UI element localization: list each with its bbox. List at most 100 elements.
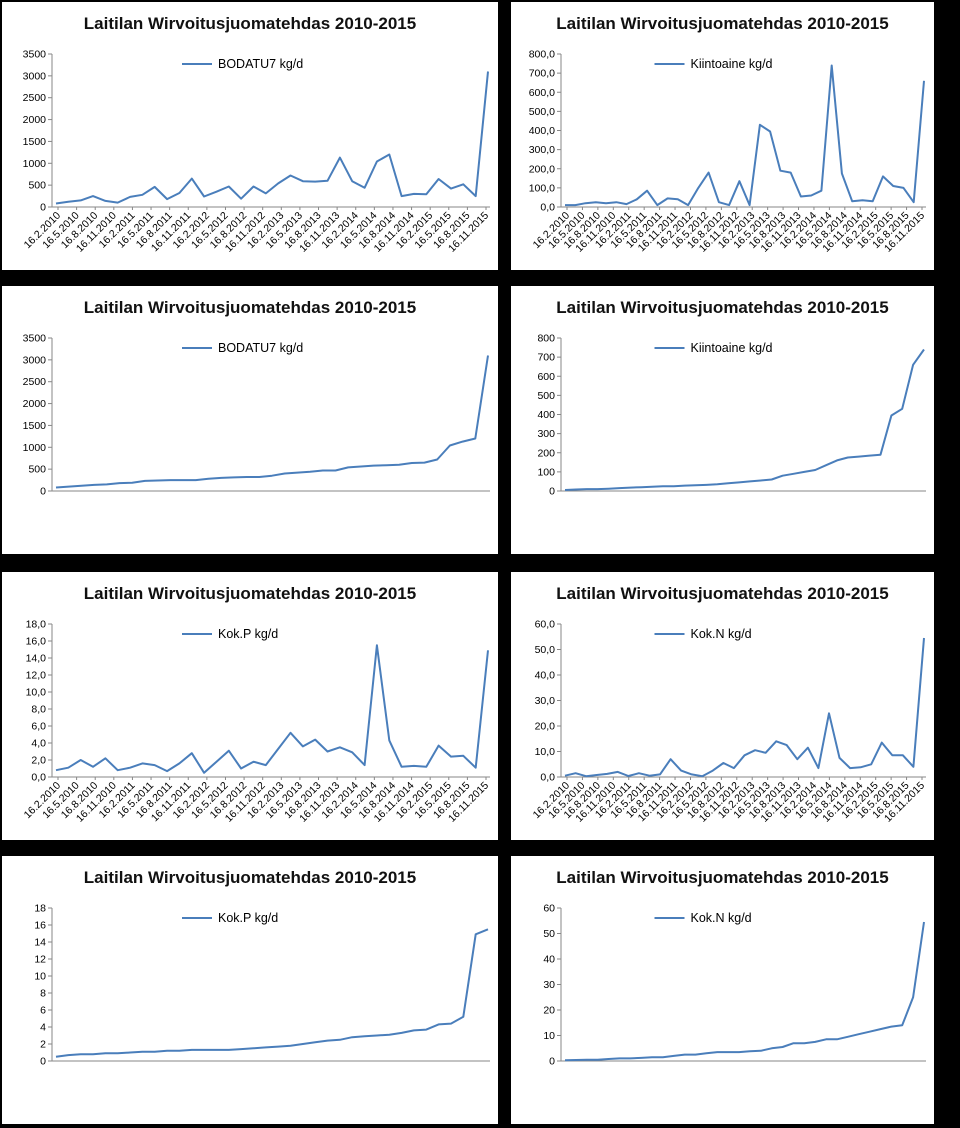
chart-title: Laitilan Wirvoitusjuomatehdas 2010-2015 (84, 584, 416, 603)
y-tick-label: 3500 (23, 49, 47, 61)
y-tick-label: 400 (537, 409, 555, 421)
y-tick-label: 6 (40, 1005, 46, 1017)
y-tick-label: 2,0 (31, 755, 46, 767)
y-tick-label: 4 (40, 1022, 46, 1034)
y-tick-label: 14,0 (26, 653, 47, 665)
y-tick-label: 30,0 (535, 695, 556, 707)
y-tick-label: 18 (34, 903, 46, 915)
chart-title: Laitilan Wirvoitusjuomatehdas 2010-2015 (84, 868, 416, 887)
y-tick-label: 1500 (23, 136, 47, 148)
series-line (55, 71, 489, 205)
y-tick-label: 1000 (23, 158, 47, 170)
y-tick-label: 16,0 (26, 636, 47, 648)
y-tick-label: 10,0 (535, 746, 556, 758)
y-tick-label: 800 (537, 333, 555, 345)
y-tick-label: 300,0 (529, 144, 555, 156)
y-tick-label: 0 (40, 202, 46, 214)
chart-title: Laitilan Wirvoitusjuomatehdas 2010-2015 (84, 298, 416, 317)
y-tick-label: 3000 (23, 70, 47, 82)
y-tick-label: 0,0 (540, 202, 555, 214)
chart-svg: Laitilan Wirvoitusjuomatehdas 2010-2015 0… (22, 14, 492, 255)
y-tick-label: 100 (537, 466, 555, 478)
chart-panel-n-sorted: Laitilan Wirvoitusjuomatehdas 2010-2015 0… (511, 856, 934, 1124)
y-tick-label: 12,0 (26, 670, 47, 682)
chart-svg: Laitilan Wirvoitusjuomatehdas 2010-2015 0… (23, 298, 490, 498)
y-tick-label: 20 (543, 1005, 555, 1017)
y-tick-label: 8,0 (31, 704, 46, 716)
series-line (55, 928, 489, 1058)
y-tick-label: 500 (28, 464, 46, 476)
y-tick-label: 500 (537, 390, 555, 402)
legend-label: Kiintoaine kg/d (691, 341, 773, 355)
y-tick-label: 300 (537, 428, 555, 440)
series-line (564, 921, 925, 1062)
series-line (564, 348, 925, 491)
y-tick-label: 10 (543, 1030, 555, 1042)
y-tick-label: 0,0 (31, 772, 46, 784)
legend-label: Kiintoaine kg/d (691, 57, 773, 71)
y-tick-label: 1000 (23, 442, 47, 454)
chart-svg: Laitilan Wirvoitusjuomatehdas 2010-2015 0… (529, 14, 928, 255)
y-tick-label: 10,0 (26, 687, 47, 699)
y-tick-label: 500,0 (529, 106, 555, 118)
y-tick-label: 14 (34, 937, 46, 949)
legend-label: Kok.N kg/d (691, 911, 752, 925)
chart-svg: Laitilan Wirvoitusjuomatehdas 2010-2015 0… (22, 584, 492, 825)
chart-svg: Laitilan Wirvoitusjuomatehdas 2010-2015 0… (531, 584, 928, 825)
y-tick-label: 16 (34, 920, 46, 932)
y-tick-label: 600 (537, 371, 555, 383)
y-tick-label: 12 (34, 954, 46, 966)
legend-label: Kok.P kg/d (218, 627, 278, 641)
chart-title: Laitilan Wirvoitusjuomatehdas 2010-2015 (556, 298, 888, 317)
y-tick-label: 200,0 (529, 163, 555, 175)
y-tick-label: 600,0 (529, 87, 555, 99)
chart-title: Laitilan Wirvoitusjuomatehdas 2010-2015 (556, 584, 888, 603)
y-tick-label: 40,0 (535, 670, 556, 682)
y-tick-label: 10 (34, 971, 46, 983)
y-tick-label: 6,0 (31, 721, 46, 733)
y-tick-label: 50 (543, 928, 555, 940)
y-tick-label: 4,0 (31, 738, 46, 750)
chart-panel-bod-time: Laitilan Wirvoitusjuomatehdas 2010-2015 0… (2, 2, 498, 270)
series-line (55, 355, 489, 489)
y-tick-label: 200 (537, 447, 555, 459)
chart-title: Laitilan Wirvoitusjuomatehdas 2010-2015 (556, 868, 888, 887)
chart-panel-kiinto-sorted: Laitilan Wirvoitusjuomatehdas 2010-2015 0… (511, 286, 934, 554)
chart-panel-kiinto-time: Laitilan Wirvoitusjuomatehdas 2010-2015 0… (511, 2, 934, 270)
legend-label: BODATU7 kg/d (218, 341, 303, 355)
chart-panel-p-sorted: Laitilan Wirvoitusjuomatehdas 2010-2015 0… (2, 856, 498, 1124)
y-tick-label: 0 (549, 486, 555, 498)
y-tick-label: 500 (28, 180, 46, 192)
y-tick-label: 0 (40, 486, 46, 498)
series-line (55, 644, 489, 774)
y-tick-label: 0,0 (540, 772, 555, 784)
chart-title: Laitilan Wirvoitusjuomatehdas 2010-2015 (556, 14, 888, 33)
y-tick-label: 0 (40, 1056, 46, 1068)
y-tick-label: 2000 (23, 398, 47, 410)
chart-panel-bod-sorted: Laitilan Wirvoitusjuomatehdas 2010-2015 0… (2, 286, 498, 554)
chart-panel-p-time: Laitilan Wirvoitusjuomatehdas 2010-2015 0… (2, 572, 498, 840)
y-tick-label: 2500 (23, 92, 47, 104)
y-tick-label: 40 (543, 954, 555, 966)
y-tick-label: 400,0 (529, 125, 555, 137)
y-tick-label: 800,0 (529, 49, 555, 61)
legend-label: Kok.N kg/d (691, 627, 752, 641)
y-tick-label: 2000 (23, 114, 47, 126)
series-line (564, 637, 925, 778)
chart-svg: Laitilan Wirvoitusjuomatehdas 2010-2015 0… (537, 298, 926, 498)
y-tick-label: 3000 (23, 354, 47, 366)
y-tick-label: 700,0 (529, 68, 555, 80)
y-tick-label: 50,0 (535, 644, 556, 656)
chart-svg: Laitilan Wirvoitusjuomatehdas 2010-2015 0… (543, 868, 926, 1068)
y-tick-label: 8 (40, 988, 46, 1000)
legend-label: BODATU7 kg/d (218, 57, 303, 71)
y-tick-label: 0 (549, 1056, 555, 1068)
y-tick-label: 100,0 (529, 182, 555, 194)
y-tick-label: 700 (537, 352, 555, 364)
legend-label: Kok.P kg/d (218, 911, 278, 925)
y-tick-label: 30 (543, 979, 555, 991)
chart-title: Laitilan Wirvoitusjuomatehdas 2010-2015 (84, 14, 416, 33)
chart-panel-n-time: Laitilan Wirvoitusjuomatehdas 2010-2015 0… (511, 572, 934, 840)
y-tick-label: 1500 (23, 420, 47, 432)
y-tick-label: 2 (40, 1039, 46, 1051)
